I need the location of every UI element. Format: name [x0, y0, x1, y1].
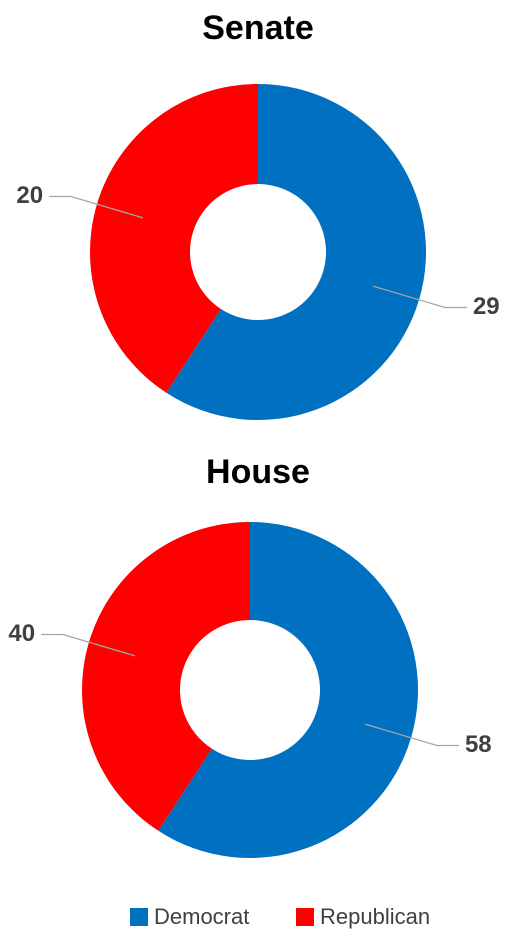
data-label: 20: [16, 182, 43, 209]
data-label: 40: [8, 620, 35, 647]
legend-label: Democrat: [154, 904, 249, 929]
chart-title: Senate: [202, 9, 314, 47]
data-label: 58: [465, 731, 492, 758]
legend-swatch: [296, 908, 314, 926]
donut-segment: [81, 522, 250, 831]
leader-line: [372, 285, 467, 309]
legend-label: Republican: [320, 904, 430, 929]
chart-title: House: [206, 453, 310, 491]
donut-segment: [90, 84, 258, 393]
leader-line: [41, 633, 136, 657]
data-label: 29: [473, 293, 500, 320]
leader-line: [364, 723, 459, 747]
donut-segment: [158, 522, 418, 858]
donut-segment: [166, 84, 426, 420]
leader-line: [49, 195, 144, 219]
legend-swatch: [130, 908, 148, 926]
